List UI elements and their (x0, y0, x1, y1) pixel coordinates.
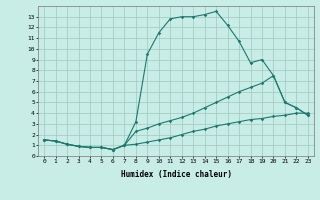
X-axis label: Humidex (Indice chaleur): Humidex (Indice chaleur) (121, 170, 231, 179)
